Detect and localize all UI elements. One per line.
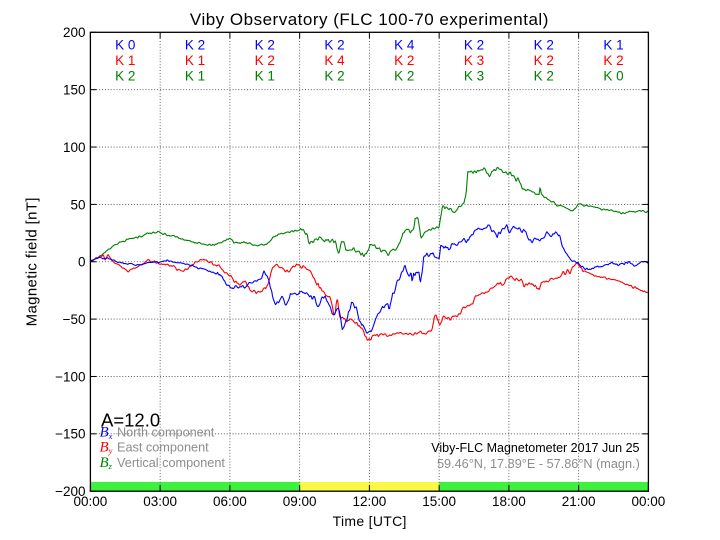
svg-text:Vertical component: Vertical component xyxy=(117,456,225,470)
svg-text:K 0: K 0 xyxy=(603,69,623,84)
svg-text:K 1: K 1 xyxy=(255,69,275,84)
svg-text:00:00: 00:00 xyxy=(74,494,108,509)
svg-text:15:00: 15:00 xyxy=(422,494,456,509)
svg-text:North component: North component xyxy=(117,426,215,440)
svg-text:12:00: 12:00 xyxy=(353,494,387,509)
svg-text:K 1: K 1 xyxy=(115,53,135,68)
svg-text:K 2: K 2 xyxy=(185,38,205,53)
svg-text:K 2: K 2 xyxy=(324,38,344,53)
svg-text:−200: −200 xyxy=(55,484,85,499)
svg-text:K 2: K 2 xyxy=(255,53,275,68)
svg-text:06:00: 06:00 xyxy=(213,494,247,509)
svg-text:K 0: K 0 xyxy=(115,38,135,53)
svg-text:03:00: 03:00 xyxy=(143,494,177,509)
svg-text:Viby-FLC Magnetometer 2017 Jun: Viby-FLC Magnetometer 2017 Jun 25 xyxy=(431,441,639,455)
svg-text:A=12.0: A=12.0 xyxy=(101,410,160,431)
svg-text:K 1: K 1 xyxy=(603,38,623,53)
svg-text:−50: −50 xyxy=(63,312,86,327)
svg-text:East component: East component xyxy=(117,441,209,455)
svg-text:100: 100 xyxy=(63,140,86,155)
svg-text:−100: −100 xyxy=(55,369,85,384)
svg-text:200: 200 xyxy=(63,25,86,40)
svg-text:K 2: K 2 xyxy=(534,69,554,84)
svg-text:K 2: K 2 xyxy=(255,38,275,53)
svg-text:K 2: K 2 xyxy=(464,38,484,53)
svg-text:0: 0 xyxy=(78,255,86,270)
svg-text:09:00: 09:00 xyxy=(283,494,317,509)
svg-text:K 1: K 1 xyxy=(185,53,205,68)
svg-text:−150: −150 xyxy=(55,427,85,442)
svg-text:K 2: K 2 xyxy=(603,53,623,68)
svg-text:K 2: K 2 xyxy=(534,38,554,53)
svg-text:K 4: K 4 xyxy=(394,38,415,53)
svg-text:K 3: K 3 xyxy=(464,53,484,68)
svg-text:50: 50 xyxy=(70,197,85,212)
svg-text:K 4: K 4 xyxy=(324,53,345,68)
svg-text:Time [UTC]: Time [UTC] xyxy=(333,513,407,529)
svg-text:00:00: 00:00 xyxy=(632,494,666,509)
svg-text:K 2: K 2 xyxy=(394,69,414,84)
svg-text:K 3: K 3 xyxy=(464,69,484,84)
svg-text:K 2: K 2 xyxy=(394,53,414,68)
svg-text:Magnetic field [nT]: Magnetic field [nT] xyxy=(24,197,41,326)
svg-text:K 2: K 2 xyxy=(534,53,554,68)
svg-text:K 2: K 2 xyxy=(324,69,344,84)
svg-text:Viby Observatory (FLC 100-70 e: Viby Observatory (FLC 100-70 experimenta… xyxy=(190,10,549,29)
svg-text:K 1: K 1 xyxy=(185,69,205,84)
svg-text:21:00: 21:00 xyxy=(562,494,596,509)
svg-text:59.46°N, 17.89°E - 57.86°N (ma: 59.46°N, 17.89°E - 57.86°N (magn.) xyxy=(437,457,640,471)
svg-text:K 2: K 2 xyxy=(115,69,135,84)
svg-text:150: 150 xyxy=(63,83,86,98)
svg-text:18:00: 18:00 xyxy=(492,494,526,509)
